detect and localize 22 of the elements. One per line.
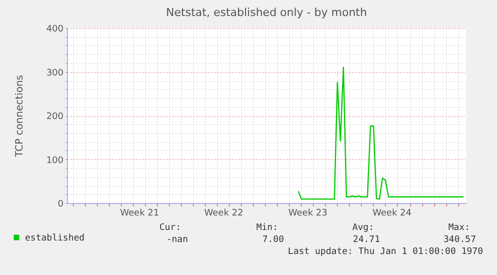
y-axis-title: TCP connections (14, 74, 26, 158)
text: 7.00 (262, 235, 284, 245)
x-tick-label: Week 23 (288, 208, 328, 218)
legend-label: established (25, 234, 85, 244)
y-tick-label: 200 (46, 112, 64, 122)
text: -nan (166, 235, 188, 245)
y-tick-label: 400 (46, 24, 64, 34)
x-tick-label: Week 24 (372, 208, 412, 218)
text: Min: (256, 223, 278, 233)
x-tick-label: Week 22 (204, 208, 244, 218)
y-tick-label: 0 (58, 200, 64, 210)
x-tick-label: Week 21 (120, 208, 160, 218)
text: Avg: (352, 223, 374, 233)
y-tick-label: 300 (46, 68, 64, 78)
y-tick-label: 100 (46, 156, 64, 166)
line-series (298, 66, 464, 200)
text: 340.57 (443, 235, 476, 245)
text: 24.71 (352, 235, 380, 245)
text: Cur: (159, 223, 181, 233)
text: Last update: Thu Jan 1 01:00:00 1970 (288, 247, 483, 257)
text: Max: (448, 223, 470, 233)
chart-title: Netstat, established only - by month (166, 6, 367, 19)
